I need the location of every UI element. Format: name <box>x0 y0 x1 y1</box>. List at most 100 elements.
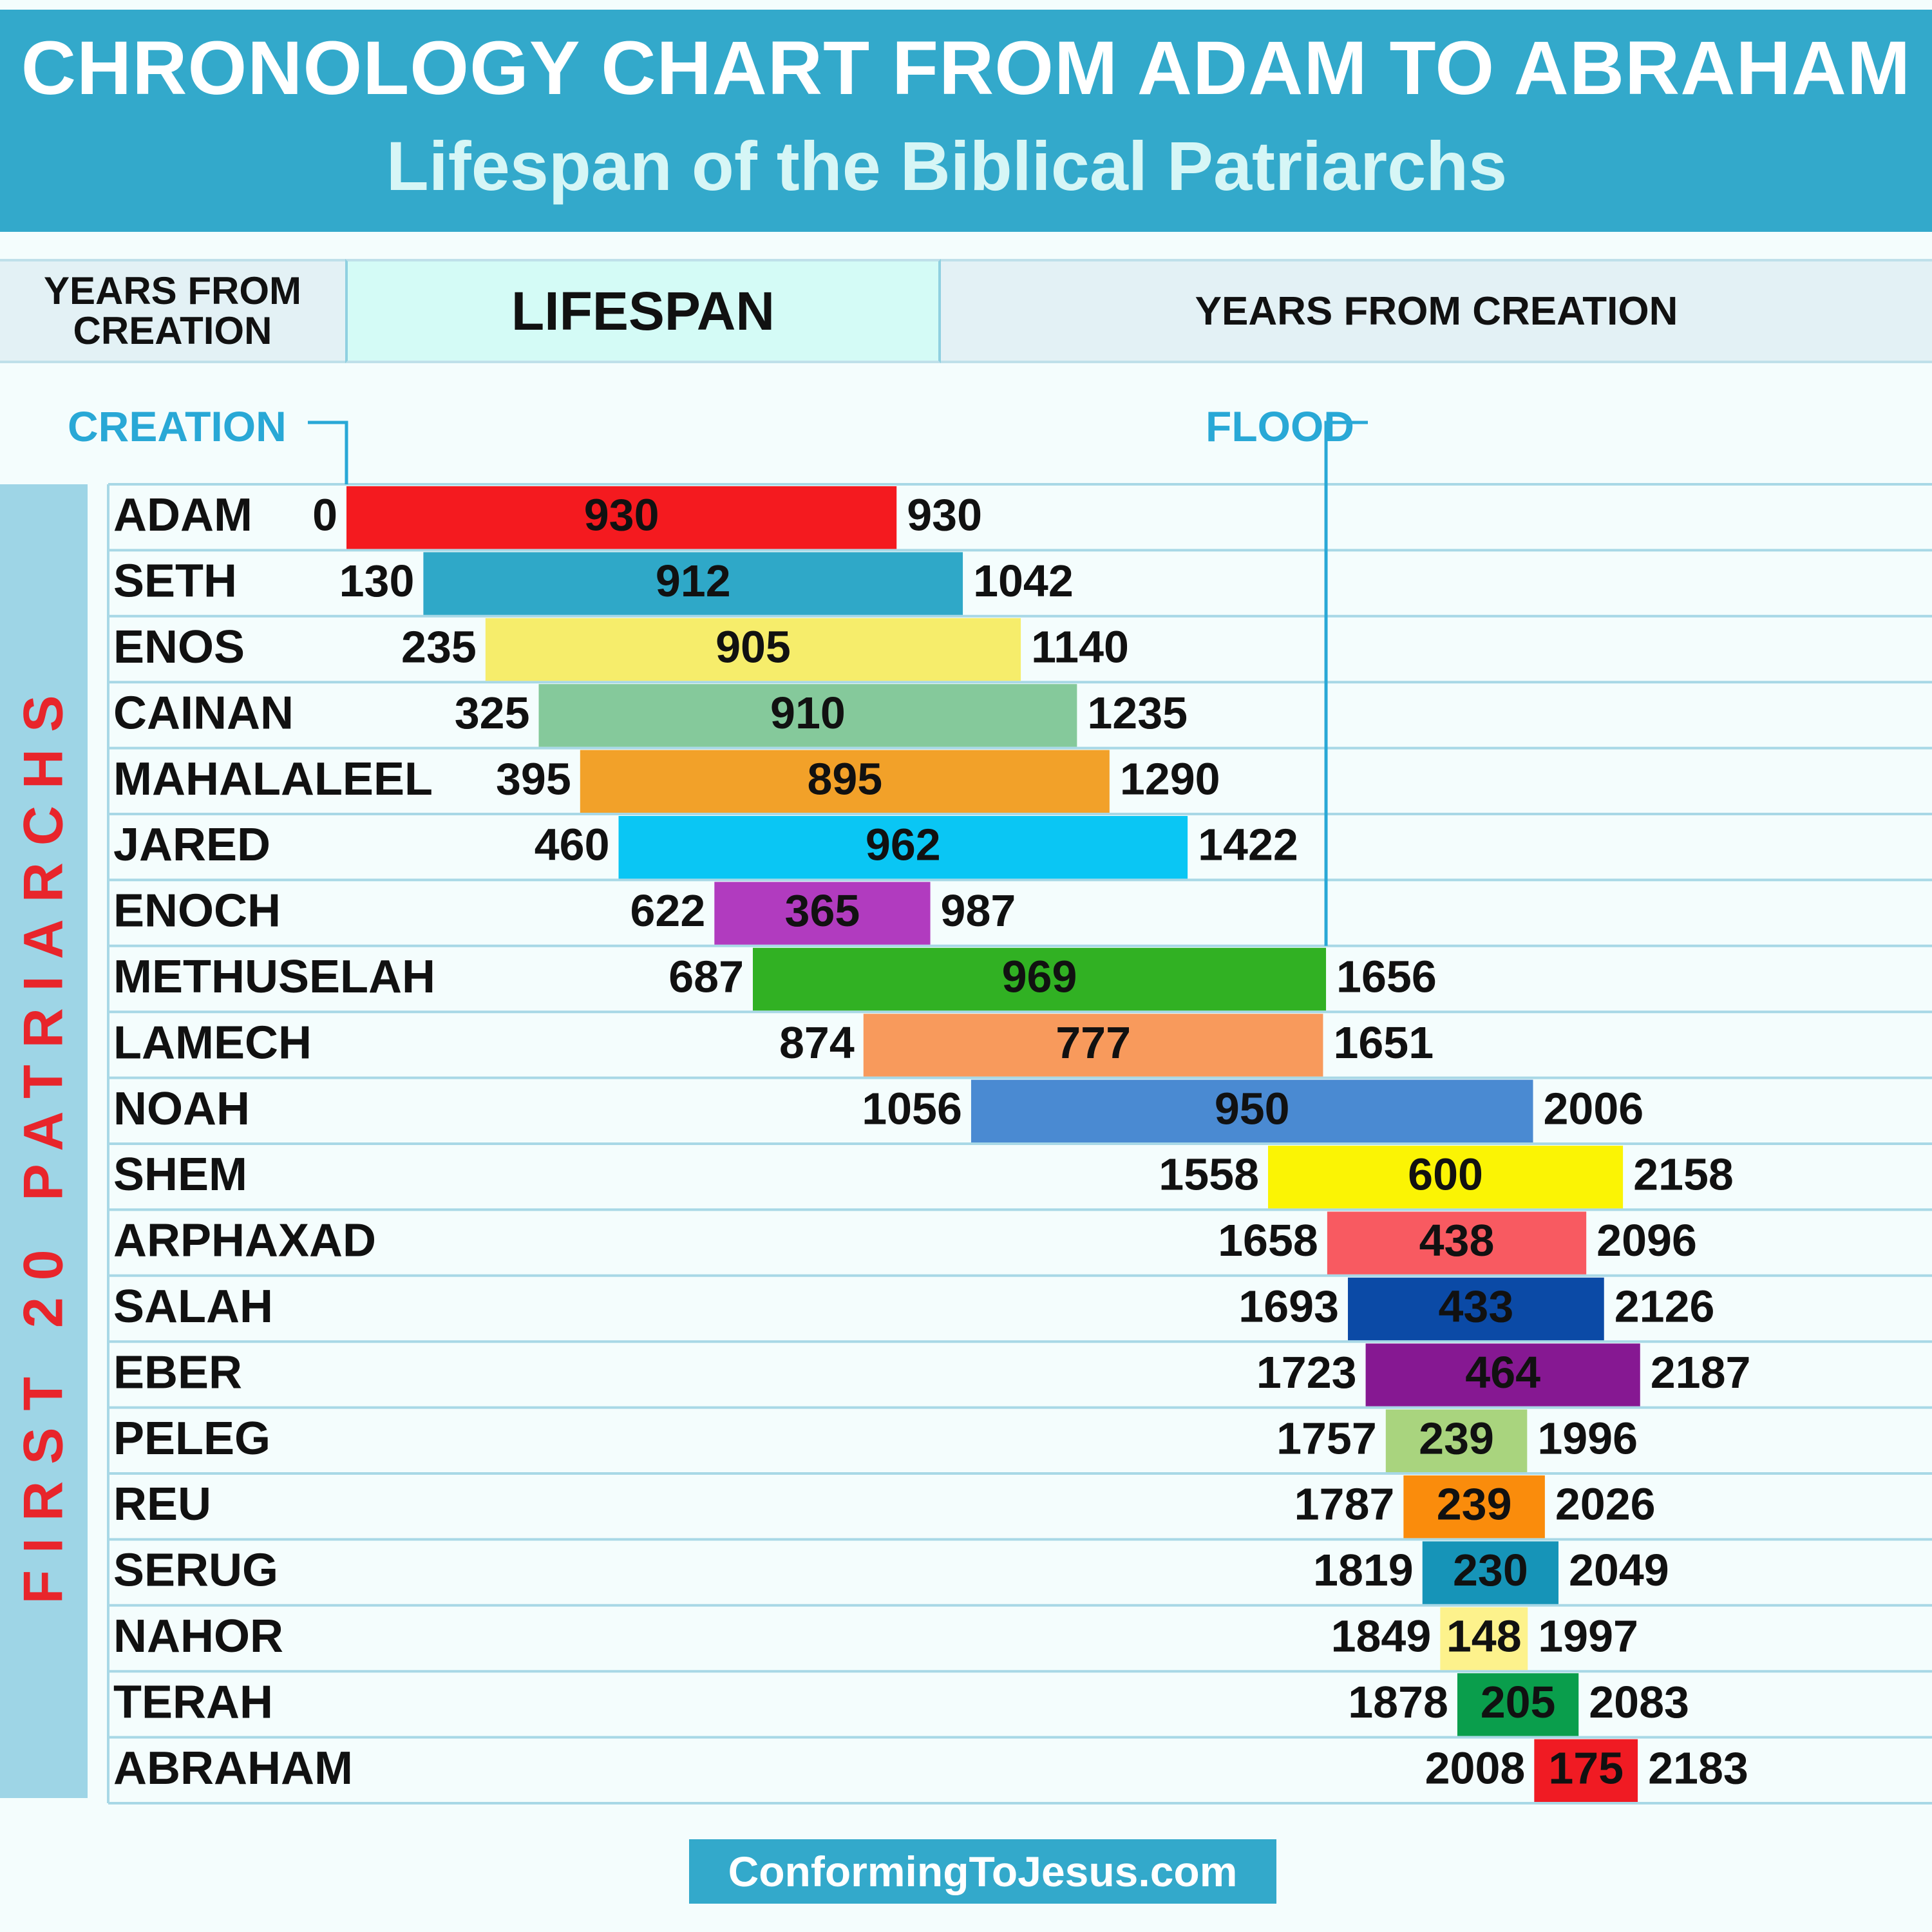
lifespan-bar <box>1327 1211 1587 1274</box>
lifespan-value-label: 239 <box>1437 1479 1512 1530</box>
start-year-label: 1787 <box>1294 1479 1395 1530</box>
start-year-label: 1658 <box>1218 1215 1318 1265</box>
footer-link[interactable]: ConformingToJesus.com <box>689 1839 1276 1904</box>
lifespan-bar <box>1348 1277 1604 1341</box>
lifespan-value-label: 239 <box>1419 1413 1494 1463</box>
start-year-label: 1558 <box>1159 1150 1259 1200</box>
lifespan-value-label: 433 <box>1438 1281 1513 1331</box>
column-header-left-label: YEARS FROM CREATION <box>43 269 302 352</box>
lifespan-bar <box>346 486 897 549</box>
lifespan-bar <box>753 947 1327 1011</box>
patriarch-name: REU <box>113 1479 211 1530</box>
patriarch-name: METHUSELAH <box>113 951 435 1003</box>
start-year-label: 395 <box>496 753 571 804</box>
end-year-label: 1997 <box>1538 1611 1638 1661</box>
creation-marker-line <box>308 421 348 484</box>
lifespan-value-label: 950 <box>1215 1083 1290 1133</box>
start-year-label: 0 <box>312 490 337 540</box>
end-year-label: 930 <box>907 490 982 540</box>
lifespan-value-label: 912 <box>656 556 731 606</box>
start-year-label: 1723 <box>1256 1347 1357 1397</box>
lifespan-bar <box>1385 1409 1528 1472</box>
end-year-label: 2096 <box>1596 1215 1697 1265</box>
patriarch-name: NAHOR <box>113 1611 283 1662</box>
lifespan-bar <box>423 552 963 615</box>
start-year-label: 687 <box>668 951 744 1001</box>
lifespan-value-label: 930 <box>584 490 659 540</box>
lifespan-bar <box>1457 1673 1579 1736</box>
patriarch-name: LAMECH <box>113 1017 312 1068</box>
column-header-left: YEARS FROM CREATION <box>0 259 345 363</box>
start-year-label: 1819 <box>1313 1545 1414 1595</box>
start-year-label: 1056 <box>862 1083 962 1133</box>
lifespan-value-label: 895 <box>807 753 882 804</box>
lifespan-bar <box>1422 1541 1559 1604</box>
start-year-label: 325 <box>455 688 530 738</box>
patriarch-name: MAHALALEEL <box>113 753 433 805</box>
end-year-label: 2026 <box>1555 1479 1656 1530</box>
start-year-label: 2008 <box>1425 1743 1526 1793</box>
chart-title: CHRONOLOGY CHART FROM ADAM TO ABRAHAM <box>21 26 1911 111</box>
start-year-label: 622 <box>630 886 706 936</box>
sidebar-band <box>0 484 88 1798</box>
patriarch-name: ENOCH <box>113 886 281 937</box>
end-year-label: 1422 <box>1198 820 1298 870</box>
lifespan-value-label: 438 <box>1419 1215 1495 1265</box>
title-banner <box>0 10 1932 232</box>
start-year-label: 1693 <box>1238 1281 1339 1331</box>
start-year-label: 130 <box>339 556 415 606</box>
column-header-right: YEARS FROM CREATION <box>941 259 1932 363</box>
lifespan-value-label: 969 <box>1002 951 1077 1001</box>
lifespan-bar <box>485 618 1021 681</box>
lifespan-value-label: 464 <box>1465 1347 1540 1397</box>
end-year-label: 1140 <box>1031 621 1129 672</box>
lifespan-value-label: 175 <box>1548 1743 1624 1793</box>
end-year-label: 987 <box>941 886 1016 936</box>
lifespan-value-label: 365 <box>785 886 860 936</box>
lifespan-value-label: 905 <box>715 621 791 672</box>
start-year-label: 874 <box>779 1018 855 1068</box>
start-year-label: 460 <box>535 820 610 870</box>
end-year-label: 1290 <box>1120 753 1220 804</box>
lifespan-bar <box>1534 1739 1638 1802</box>
lifespan-bar <box>1440 1607 1528 1671</box>
patriarch-name: EBER <box>113 1347 242 1398</box>
lifespan-value-label: 600 <box>1408 1150 1483 1200</box>
lifespan-bar <box>1365 1343 1640 1406</box>
lifespan-value-label: 777 <box>1056 1018 1131 1068</box>
lifespan-value-label: 205 <box>1481 1677 1556 1727</box>
start-year-label: 1849 <box>1331 1611 1432 1661</box>
start-year-label: 235 <box>401 621 477 672</box>
lifespan-bar <box>580 750 1110 813</box>
patriarch-name: SETH <box>113 556 237 607</box>
lifespan-bar <box>714 882 931 945</box>
lifespan-bar <box>618 816 1188 879</box>
column-header-lifespan: LIFESPAN <box>345 259 941 363</box>
lifespan-bar <box>971 1079 1533 1142</box>
end-year-label: 2049 <box>1569 1545 1669 1595</box>
end-year-label: 2183 <box>1648 1743 1748 1793</box>
end-year-label: 1656 <box>1336 951 1437 1001</box>
end-year-label: 1042 <box>973 556 1074 606</box>
patriarch-name: SALAH <box>113 1281 273 1332</box>
patriarch-name: ADAM <box>113 489 252 541</box>
end-year-label: 1235 <box>1087 688 1188 738</box>
flood-marker-line <box>1324 421 1368 946</box>
end-year-label: 1651 <box>1333 1018 1434 1068</box>
patriarch-name: SERUG <box>113 1545 278 1596</box>
patriarch-name: NOAH <box>113 1083 250 1135</box>
patriarch-name: PELEG <box>113 1413 270 1464</box>
lifespan-bar <box>863 1014 1323 1077</box>
patriarch-name: JARED <box>113 819 270 871</box>
lifespan-value-label: 148 <box>1446 1611 1522 1661</box>
patriarch-name: CAINAN <box>113 687 294 739</box>
lifespan-bar <box>1403 1475 1545 1539</box>
flood-marker-label: FLOOD <box>1206 402 1354 450</box>
lifespan-bar <box>1268 1146 1624 1209</box>
end-year-label: 2006 <box>1544 1083 1644 1133</box>
lifespan-value-label: 910 <box>770 688 846 738</box>
chart-subtitle: Lifespan of the Biblical Patriarchs <box>386 127 1508 205</box>
end-year-label: 2158 <box>1633 1150 1734 1200</box>
patriarch-name: TERAH <box>113 1676 273 1728</box>
